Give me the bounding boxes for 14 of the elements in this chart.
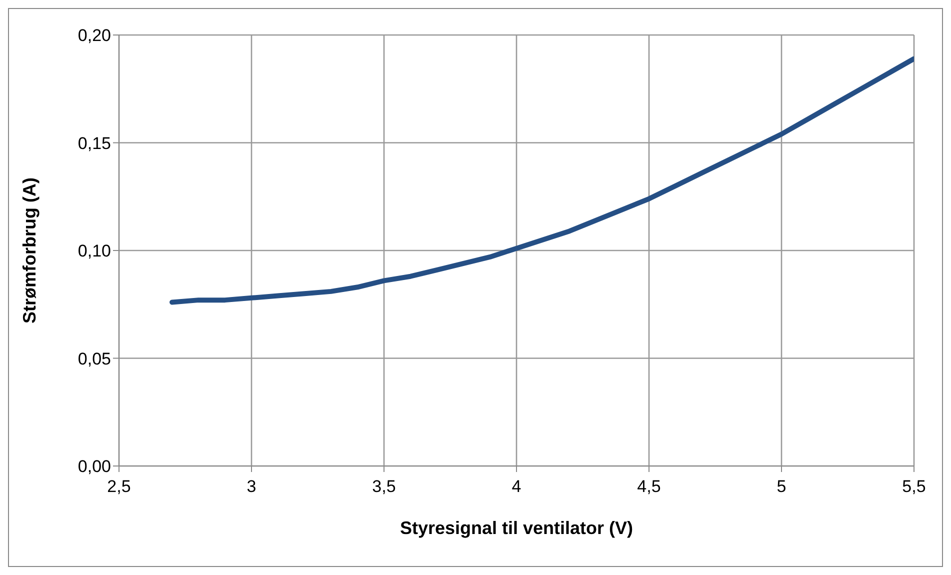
y-tick-label: 0,15 (78, 134, 111, 153)
x-tick-label: 4,5 (637, 477, 661, 496)
x-tick-label: 3 (246, 477, 256, 496)
x-tick-label: 3,5 (372, 477, 396, 496)
x-tick-label: 5,5 (902, 477, 926, 496)
x-axis-title: Styresignal til ventilator (V) (400, 518, 634, 538)
x-tick-label: 5 (776, 477, 786, 496)
x-tick-label: 2,5 (107, 477, 131, 496)
x-tick-label: 4 (512, 477, 522, 496)
y-tick-label: 0,00 (78, 457, 111, 476)
y-axis-title: Strømforbrug (A) (19, 178, 40, 324)
y-tick-label: 0,05 (78, 349, 111, 368)
y-tick-label: 0,10 (78, 242, 111, 261)
y-tick-label: 0,20 (78, 26, 111, 46)
